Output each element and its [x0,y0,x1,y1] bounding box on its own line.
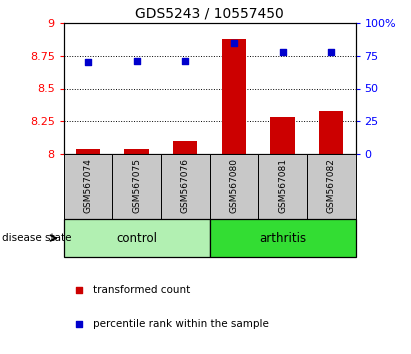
Text: GSM567075: GSM567075 [132,158,141,213]
Bar [307,154,356,219]
Point [231,40,237,46]
Text: GSM567074: GSM567074 [83,158,92,213]
Bar [125,149,149,154]
Bar [319,111,343,154]
Text: percentile rank within the sample: percentile rank within the sample [93,319,269,329]
Bar [64,219,210,257]
Point [85,59,91,65]
Text: GSM567080: GSM567080 [229,158,238,213]
Bar [210,219,356,257]
Bar [161,154,210,219]
Bar [173,141,197,154]
Text: arthritis: arthritis [259,232,306,245]
Bar [222,39,246,154]
Point [133,58,140,64]
Bar [64,154,112,219]
Text: GSM567076: GSM567076 [181,158,190,213]
Text: control: control [116,232,157,245]
Point [182,58,189,64]
Bar [258,154,307,219]
Text: GSM567082: GSM567082 [327,158,336,213]
Point [279,49,286,55]
Point [75,287,82,293]
Title: GDS5243 / 10557450: GDS5243 / 10557450 [135,6,284,21]
Bar [112,154,161,219]
Text: transformed count: transformed count [93,285,191,295]
Bar [76,149,100,154]
Text: disease state: disease state [2,233,72,243]
Bar [210,154,258,219]
Bar [270,117,295,154]
Text: GSM567081: GSM567081 [278,158,287,213]
Point [328,49,335,55]
Point [75,321,82,326]
